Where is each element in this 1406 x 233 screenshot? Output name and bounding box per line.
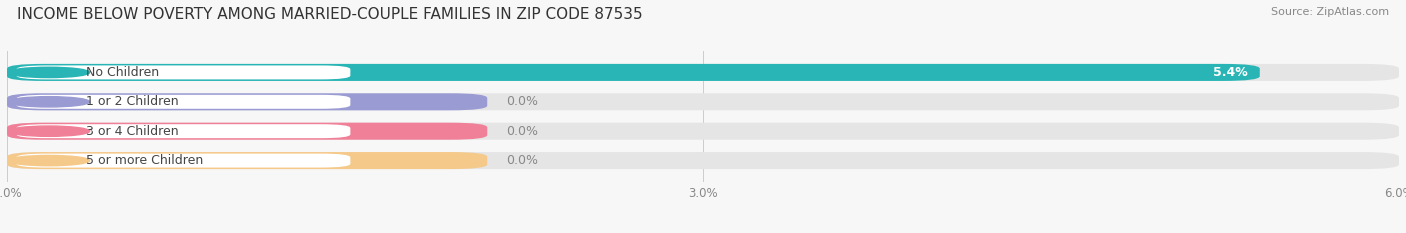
Circle shape xyxy=(8,97,90,107)
FancyBboxPatch shape xyxy=(7,93,1399,110)
Text: 0.0%: 0.0% xyxy=(506,95,538,108)
FancyBboxPatch shape xyxy=(17,154,350,168)
Circle shape xyxy=(8,155,90,166)
FancyBboxPatch shape xyxy=(7,123,1399,140)
Text: No Children: No Children xyxy=(86,66,159,79)
FancyBboxPatch shape xyxy=(17,65,350,79)
Text: 5.4%: 5.4% xyxy=(1213,66,1249,79)
Text: 3 or 4 Children: 3 or 4 Children xyxy=(86,125,179,138)
FancyBboxPatch shape xyxy=(7,64,1260,81)
Text: Source: ZipAtlas.com: Source: ZipAtlas.com xyxy=(1271,7,1389,17)
FancyBboxPatch shape xyxy=(7,152,488,169)
Text: 0.0%: 0.0% xyxy=(506,125,538,138)
FancyBboxPatch shape xyxy=(7,152,1399,169)
FancyBboxPatch shape xyxy=(7,64,1399,81)
Circle shape xyxy=(8,126,90,136)
Text: 1 or 2 Children: 1 or 2 Children xyxy=(86,95,179,108)
FancyBboxPatch shape xyxy=(7,93,488,110)
Circle shape xyxy=(8,67,90,78)
FancyBboxPatch shape xyxy=(7,123,488,140)
Text: INCOME BELOW POVERTY AMONG MARRIED-COUPLE FAMILIES IN ZIP CODE 87535: INCOME BELOW POVERTY AMONG MARRIED-COUPL… xyxy=(17,7,643,22)
FancyBboxPatch shape xyxy=(17,95,350,109)
FancyBboxPatch shape xyxy=(17,124,350,138)
Text: 5 or more Children: 5 or more Children xyxy=(86,154,202,167)
Text: 0.0%: 0.0% xyxy=(506,154,538,167)
